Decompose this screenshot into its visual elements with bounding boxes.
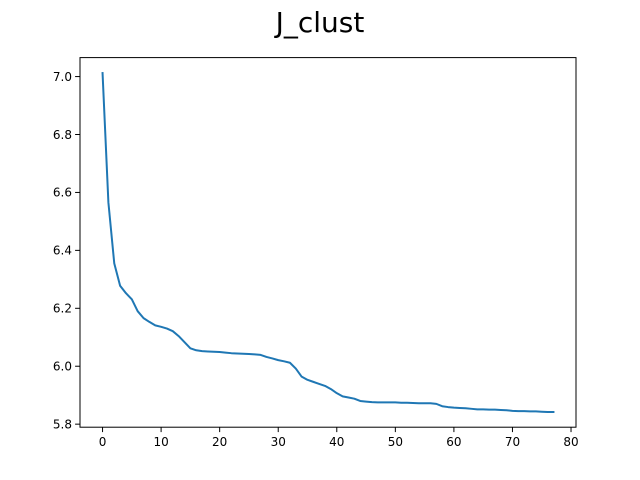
y-tick-label: 6.2 bbox=[53, 302, 72, 316]
x-tick-label: 70 bbox=[505, 435, 520, 449]
x-tick-label: 80 bbox=[563, 435, 578, 449]
x-tick-label: 30 bbox=[271, 435, 286, 449]
x-tick-label: 20 bbox=[212, 435, 227, 449]
y-tick-label: 7.0 bbox=[53, 70, 72, 84]
x-tick-label: 60 bbox=[446, 435, 461, 449]
x-tick-label: 0 bbox=[99, 435, 107, 449]
y-tick-label: 5.8 bbox=[53, 417, 72, 431]
chart-title: J_clust bbox=[274, 6, 365, 39]
x-tick-label: 40 bbox=[329, 435, 344, 449]
plot-area bbox=[80, 58, 576, 428]
y-tick-label: 6.8 bbox=[53, 128, 72, 142]
y-tick-label: 6.4 bbox=[53, 244, 72, 258]
y-tick-label: 6.6 bbox=[53, 186, 72, 200]
x-tick-label: 10 bbox=[153, 435, 168, 449]
y-tick-label: 6.0 bbox=[53, 360, 72, 374]
x-tick-label: 50 bbox=[388, 435, 403, 449]
